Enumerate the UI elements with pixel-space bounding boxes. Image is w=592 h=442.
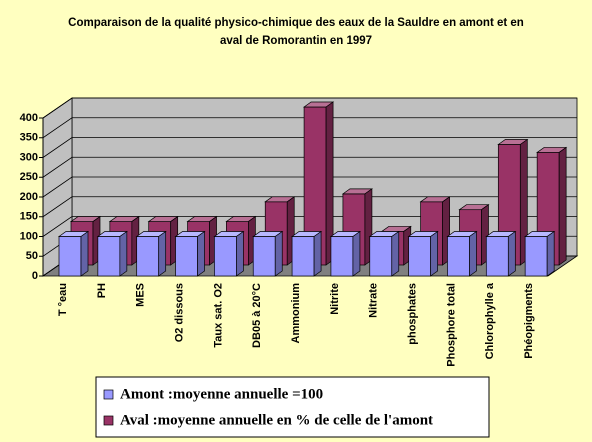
grid-line (42, 176, 577, 198)
bar-front (524, 236, 548, 277)
bar (302, 101, 335, 266)
legend-label: Amont :moyenne annuelle =100 (120, 386, 323, 402)
y-tick-label: 100 (20, 230, 38, 242)
bar-front (252, 236, 276, 277)
bar-side (352, 230, 361, 277)
bar-side (558, 146, 567, 266)
x-tick-label: MES (135, 283, 147, 307)
bar-side (546, 230, 555, 277)
bar-front (330, 236, 354, 277)
bar-side (507, 230, 516, 277)
grid-line (42, 117, 577, 139)
bar-front (369, 236, 393, 277)
x-tick-label: Nitrate (368, 283, 380, 318)
x-tick-label: DB05 à 20°C (251, 283, 263, 348)
y-tick-label: 0 (32, 270, 38, 282)
bar-side (80, 230, 89, 277)
x-tick-label: Chlorophylle a (484, 282, 496, 359)
bar (252, 230, 284, 277)
x-tick-label: O2 dissous (173, 283, 185, 342)
bar (213, 230, 245, 277)
grid-line (42, 196, 577, 218)
y-tick-label: 250 (20, 171, 38, 183)
bar-front (291, 236, 315, 277)
grid-line (42, 156, 577, 178)
legend-swatch (103, 389, 114, 400)
bar-side (469, 230, 477, 277)
x-tick-label: phosphates (407, 283, 419, 345)
grid-line (42, 97, 577, 119)
legend-label: Aval :moyenne annuelle en % de celle de … (120, 412, 433, 428)
bar-front (136, 236, 160, 277)
x-tick-label: Ammonium (290, 283, 302, 344)
x-tick-label: PH (96, 283, 108, 298)
bar-front (175, 236, 198, 277)
bar (485, 230, 517, 277)
bar-side (391, 230, 400, 277)
grid-line (42, 137, 577, 158)
bar (368, 230, 400, 277)
bar (290, 230, 323, 277)
bar-front (485, 236, 509, 277)
x-tick-label: Nitrite (329, 283, 341, 315)
bar-side (158, 230, 167, 277)
bar-side (430, 230, 438, 277)
bar-front (408, 236, 431, 277)
y-tick-label: 400 (20, 112, 38, 124)
y-tick-label: 50 (26, 250, 38, 262)
bar-front (58, 236, 82, 277)
legend-swatch (103, 415, 114, 426)
bar-front (447, 236, 470, 277)
grid-line (42, 216, 577, 237)
y-tick-label: 350 (20, 132, 38, 144)
bar-side (119, 230, 128, 277)
y-tick-label: 150 (20, 211, 38, 223)
bar (407, 230, 439, 277)
legend-items: Amont :moyenne annuelle =100 Aval :moyenn… (103, 386, 433, 428)
bars (57, 101, 568, 277)
chart-title: Comparaison de la qualité physico-chimiq… (68, 17, 524, 47)
y-tick-label: 200 (20, 191, 38, 203)
bar-side (274, 230, 283, 277)
bar (174, 230, 206, 277)
bar-side (236, 230, 244, 277)
bar (57, 230, 90, 277)
bar (524, 230, 556, 277)
bar-front (97, 236, 121, 277)
bar (96, 230, 128, 277)
y-tick-label: 300 (20, 151, 38, 163)
x-tick-label: Phéopigments (523, 283, 535, 359)
x-tick-label: T °eau (57, 283, 69, 316)
bar (135, 230, 167, 277)
bar-side (313, 230, 322, 277)
x-tick-label: Phosphore total (445, 283, 457, 367)
legend (95, 376, 490, 438)
bar (446, 230, 478, 277)
bar (329, 230, 362, 277)
bar-side (197, 230, 205, 277)
bar-front (214, 236, 237, 277)
x-tick-label: Taux sat. O2 (212, 283, 224, 348)
